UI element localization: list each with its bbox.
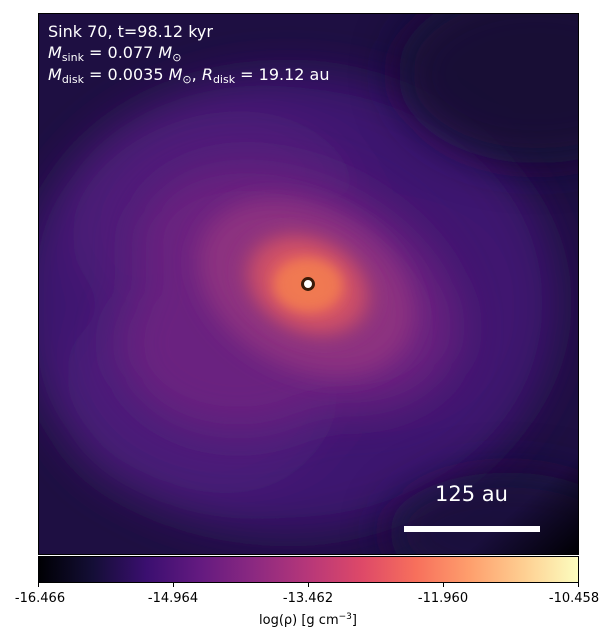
scale-bar [404, 526, 540, 532]
density-map: Sink 70, t=98.12 kyr Msink = 0.077 M⊙ Md… [38, 13, 579, 555]
colorbar-tick [578, 583, 579, 587]
colorbar-tick-label: -16.466 [14, 591, 66, 606]
sink-time-label: Sink 70, t=98.12 kyr [48, 22, 213, 41]
colorbar-tick-label: -11.960 [417, 591, 469, 606]
colorbar-tick-label: -14.964 [147, 591, 199, 606]
colorbar-tick [38, 583, 39, 587]
colorbar-tick-label: -10.458 [548, 591, 600, 606]
sink-mass-label: Msink = 0.077 M⊙ [48, 43, 182, 64]
density-image [39, 14, 578, 554]
colorbar-label: log(ρ) [g cm−3] [259, 612, 357, 629]
colorbar-tick-label: -13.462 [282, 591, 334, 606]
colorbar-tick [308, 583, 309, 587]
scale-bar-label: 125 au [435, 482, 508, 506]
colorbar [38, 556, 579, 583]
colorbar-tick [443, 583, 444, 587]
colorbar-tick [173, 583, 174, 587]
disk-properties-label: Mdisk = 0.0035 M⊙, Rdisk = 19.12 au [48, 65, 330, 86]
sink-marker [301, 277, 315, 291]
